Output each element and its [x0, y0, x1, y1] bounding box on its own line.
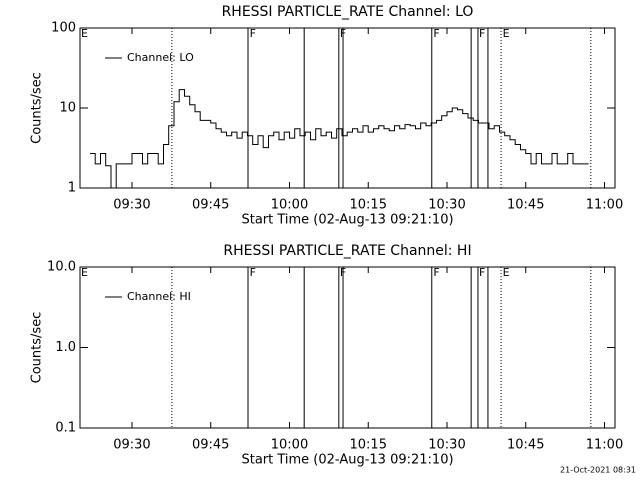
x-axis-label: Start Time (02-Aug-13 09:21:10) [241, 213, 453, 228]
event-flag: F [479, 266, 485, 279]
event-flag: F [340, 266, 346, 279]
chart-title: RHESSI PARTICLE_RATE Channel: LO [222, 4, 474, 20]
y-tick-label: 1 [68, 181, 76, 196]
x-tick-label: 10:15 [350, 438, 387, 453]
chart-title: RHESSI PARTICLE_RATE Channel: HI [223, 243, 471, 259]
event-flag: F [479, 27, 485, 40]
event-flag: E [81, 27, 88, 40]
x-tick-label: 09:45 [192, 198, 229, 213]
x-tick-label: 10:30 [428, 438, 465, 453]
x-tick-label: 11:00 [586, 438, 623, 453]
x-tick-label: 10:45 [507, 198, 544, 213]
x-axis-label: Start Time (02-Aug-13 09:21:10) [241, 453, 453, 468]
event-flag: F [433, 266, 439, 279]
event-flag: F [250, 27, 256, 40]
x-tick-label: 10:45 [507, 438, 544, 453]
x-tick-label: 09:30 [113, 198, 150, 213]
event-flag: F [250, 266, 256, 279]
y-tick-label: 0.1 [55, 421, 76, 436]
y-tick-label: 1.0 [55, 340, 76, 355]
event-flag: E [503, 266, 510, 279]
y-tick-label: 10 [59, 101, 76, 116]
x-tick-label: 10:30 [428, 198, 465, 213]
y-tick-label: 10.0 [47, 260, 76, 275]
x-tick-label: 10:15 [350, 198, 387, 213]
legend-label: Channel: HI [127, 290, 191, 303]
x-tick-label: 10:00 [271, 438, 308, 453]
event-flag: E [81, 266, 88, 279]
data-line [90, 89, 589, 189]
footer: 21-Oct-2021 08:31 [560, 466, 636, 475]
x-tick-label: 09:30 [113, 438, 150, 453]
x-tick-label: 10:00 [271, 198, 308, 213]
x-tick-label: 09:45 [192, 438, 229, 453]
event-flag: F [340, 27, 346, 40]
y-axis-label: Counts/sec [30, 72, 45, 144]
y-axis-label: Counts/sec [30, 312, 45, 384]
event-flag: F [433, 27, 439, 40]
event-flag: E [503, 27, 510, 40]
x-tick-label: 11:00 [586, 198, 623, 213]
legend-label: Channel: LO [127, 51, 194, 64]
y-tick-label: 100 [51, 21, 76, 36]
